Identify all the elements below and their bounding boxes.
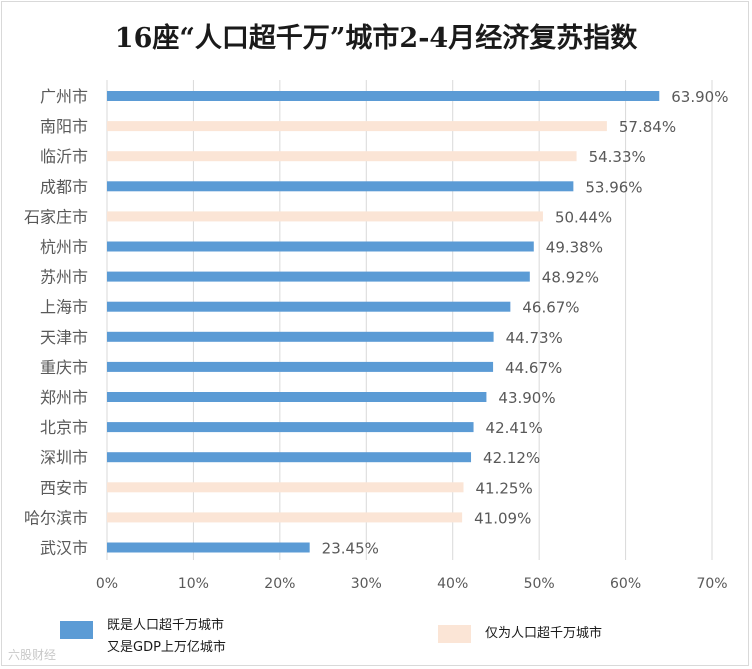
bar-4 — [107, 211, 543, 222]
watermark-text: 六股财经 — [8, 648, 57, 662]
bar-3 — [107, 181, 574, 192]
category-label: 上海市 — [40, 298, 88, 317]
bar-8 — [107, 331, 494, 342]
bar-12 — [107, 452, 472, 463]
data-label: 53.96% — [585, 178, 642, 196]
bar-2 — [107, 151, 577, 162]
bar-6 — [107, 271, 530, 282]
category-label: 杭州市 — [40, 238, 88, 257]
category-label: 苏州市 — [40, 268, 88, 287]
legend-label-both: 既是人口超千万城市 又是GDP上万亿城市 — [107, 618, 226, 655]
category-label: 重庆市 — [40, 358, 88, 377]
category-label: 石家庄市 — [24, 207, 88, 226]
bar-13 — [107, 482, 464, 493]
data-label: 44.67% — [505, 359, 562, 377]
labels: 0% 10% 20% 30% 40% 50% 60% 70% 广州市 63.90% 南阳市 57.84… — [24, 87, 728, 592]
x-tick-label: 60% — [610, 576, 641, 592]
legend-label-only: 仅为人口超千万城市 — [485, 626, 603, 641]
x-tick-label: 10% — [178, 576, 209, 592]
bar-15 — [107, 542, 310, 553]
legend-swatch-only — [438, 625, 471, 643]
legend-item-both: 既是人口超千万城市 又是GDP上万亿城市 — [60, 615, 226, 659]
chart-title: 16座“人口超千万”城市2-4月经济复苏指数 — [114, 23, 638, 54]
category-label: 西安市 — [40, 478, 88, 497]
category-label: 南阳市 — [40, 117, 88, 136]
data-label: 41.09% — [474, 509, 531, 527]
data-label: 42.12% — [483, 449, 540, 467]
bar-9 — [107, 361, 494, 372]
category-label: 哈尔滨市 — [24, 508, 88, 527]
data-label: 57.84% — [619, 118, 676, 136]
bar-11 — [107, 422, 474, 433]
data-label: 41.25% — [476, 479, 533, 497]
data-label: 42.41% — [486, 419, 543, 437]
category-label: 深圳市 — [40, 448, 88, 467]
category-label: 北京市 — [40, 418, 88, 437]
data-label: 23.45% — [322, 540, 379, 558]
bar-0 — [107, 91, 660, 101]
legend-item-only: 仅为人口超千万城市 — [438, 623, 602, 645]
data-label: 63.90% — [671, 88, 728, 106]
category-label: 天津市 — [40, 328, 88, 347]
category-label: 广州市 — [40, 87, 88, 106]
category-label: 成都市 — [40, 177, 88, 196]
data-label: 48.92% — [542, 269, 599, 287]
bars — [107, 91, 660, 553]
bar-1 — [107, 121, 607, 132]
category-label: 临沂市 — [40, 147, 88, 166]
x-tick-label: 30% — [351, 576, 382, 592]
category-label: 郑州市 — [40, 388, 88, 407]
bar-14 — [107, 512, 463, 523]
x-tick-label: 40% — [437, 576, 468, 592]
x-tick-label: 50% — [524, 576, 555, 592]
data-label: 50.44% — [555, 208, 612, 226]
category-label: 武汉市 — [40, 539, 88, 558]
bar-10 — [107, 392, 487, 402]
bar-7 — [107, 301, 511, 312]
bar-chart: 0% 10% 20% 30% 40% 50% 60% 70% 广州市 63.90% 南阳市 57.84… — [24, 80, 728, 592]
data-label: 54.33% — [589, 148, 646, 166]
x-tick-label: 20% — [264, 576, 295, 592]
x-tick-label: 70% — [696, 576, 727, 592]
data-label: 46.67% — [522, 299, 579, 317]
data-label: 49.38% — [546, 239, 603, 257]
x-tick-label: 0% — [96, 576, 118, 592]
data-label: 44.73% — [506, 329, 563, 347]
legend-swatch-both — [60, 621, 93, 639]
bar-5 — [107, 241, 534, 252]
data-label: 43.90% — [498, 389, 555, 407]
